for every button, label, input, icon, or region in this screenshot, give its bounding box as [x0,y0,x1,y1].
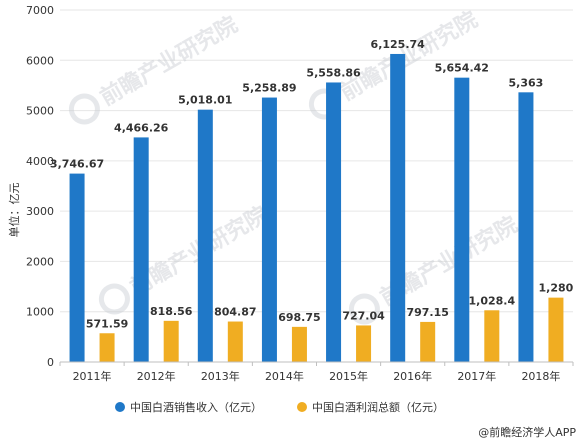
data-label: 5,258.89 [242,82,296,95]
x-tick-label: 2012年 [137,369,176,383]
data-label: 571.59 [86,317,128,330]
y-tick-label: 2000 [26,255,54,268]
y-tick-label: 3000 [26,205,54,218]
watermark: 前瞻产业研究院 [98,202,272,315]
watermark-logo-icon [98,283,130,315]
y-tick-label: 6000 [26,54,54,67]
bar-profit [356,325,372,362]
data-label: 5,654.42 [435,62,489,75]
data-label: 698.75 [278,311,320,324]
bar-profit [548,297,564,362]
legend-marker [297,402,307,412]
bar-revenue [518,92,534,362]
y-axis-ticks: 0 1000 2000 3000 4000 5000 6000 7000 [26,4,54,369]
x-axis-ticks: 2011年 2012年 2013年 2014年 2015年 2016年 2017年 2018年 [59,362,574,383]
bar-revenue [454,77,470,362]
bar-profit [163,320,179,362]
y-tick-label: 5000 [26,105,54,118]
data-label: 727.04 [342,309,385,322]
data-label: 3,746.67 [50,158,104,171]
data-label: 818.56 [150,305,193,318]
watermark-logo-icon [68,93,100,125]
bar-revenue [197,109,213,363]
legend: 中国白酒销售收入（亿元） 中国白酒利润总额（亿元） [115,400,444,414]
bar-profit [99,333,115,362]
legend-marker [115,402,125,412]
data-label: 797.15 [406,306,448,319]
x-tick-label: 2017年 [457,369,496,383]
y-tick-label: 0 [47,356,54,369]
legend-label: 中国白酒销售收入（亿元） [130,400,262,414]
y-tick-label: 7000 [26,4,54,17]
watermark-logo-icon [348,293,380,325]
data-label: 804.87 [214,306,256,319]
bar-profit [291,326,307,362]
bar-profit [227,321,243,362]
bar-revenue [69,173,85,362]
data-label: 1,028.4 [468,294,515,307]
legend-label: 中国白酒利润总额（亿元） [312,400,444,414]
bar-revenue [326,82,342,363]
data-label: 5,363 [509,76,544,89]
bar-profit [484,310,500,362]
bar-revenue [261,97,277,362]
bar-profit [420,321,436,362]
data-label: 1,280 [539,282,574,295]
x-tick-label: 2018年 [521,369,560,383]
data-label: 5,558.86 [306,66,361,79]
x-tick-label: 2016年 [393,369,432,383]
data-label: 5,018.01 [178,94,232,107]
x-tick-label: 2013年 [201,369,240,383]
bar-revenue [390,53,406,362]
bars [69,53,564,363]
x-tick-label: 2015年 [329,369,368,383]
data-labels: 3,746.67 571.59 4,466.26 818.56 5,018.01 804.… [50,38,574,330]
credit-text: @前瞻经济学人APP [478,425,576,439]
y-axis-title: 单位：亿元 [7,183,21,238]
bar-revenue [133,137,149,362]
data-label: 4,466.26 [114,121,169,134]
y-tick-label: 4000 [26,155,54,168]
data-label: 6,125.74 [371,38,426,51]
x-tick-label: 2014年 [265,369,304,383]
x-tick-label: 2011年 [73,369,112,383]
y-tick-label: 1000 [26,306,54,319]
